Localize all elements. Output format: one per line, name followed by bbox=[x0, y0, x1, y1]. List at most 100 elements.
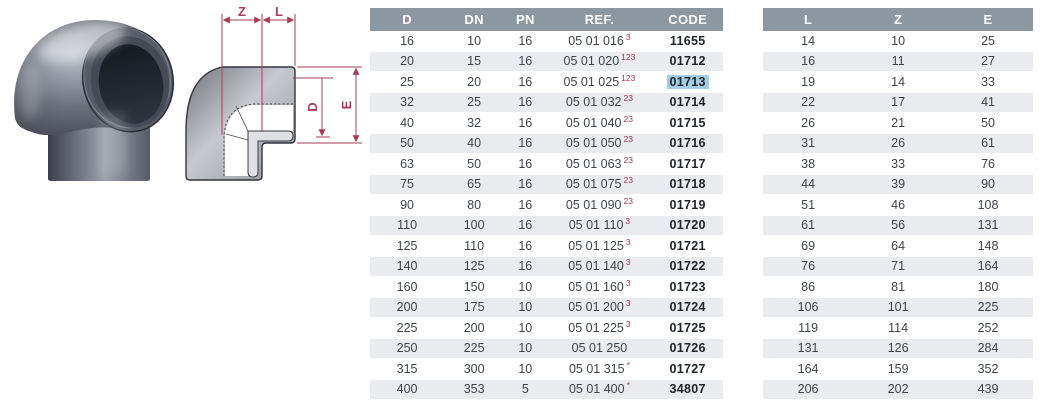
code-cell: 01720 bbox=[652, 215, 723, 236]
z-cell: 159 bbox=[853, 359, 944, 380]
dn-cell: 20 bbox=[444, 72, 505, 93]
dimension-row: 51 46 108 bbox=[763, 195, 1033, 216]
z-cell: 14 bbox=[853, 72, 944, 93]
ref-cell: 05 01 016 3 bbox=[546, 31, 653, 52]
code-value: 01724 bbox=[669, 300, 706, 315]
d-cell: 50 bbox=[370, 133, 445, 154]
dimension-row: 106 101 225 bbox=[763, 297, 1033, 318]
l-cell: 119 bbox=[763, 318, 854, 339]
dn-cell: 65 bbox=[444, 174, 505, 195]
dn-cell: 175 bbox=[444, 297, 505, 318]
l-cell: 69 bbox=[763, 236, 854, 257]
l-cell: 164 bbox=[763, 359, 854, 380]
code-value: 11655 bbox=[669, 33, 706, 48]
spec-row: 125 110 16 05 01 125 3 01721 bbox=[370, 236, 723, 257]
ref-cell: 05 01 063 23 bbox=[546, 154, 653, 175]
footnote-marker: 3 bbox=[625, 277, 631, 288]
code-cell: 01726 bbox=[652, 338, 723, 359]
e-cell: 164 bbox=[943, 256, 1033, 277]
ref-cell: 05 01 090 23 bbox=[546, 195, 653, 216]
code-value: 34807 bbox=[669, 382, 706, 397]
l-cell: 61 bbox=[763, 215, 854, 236]
e-cell: 33 bbox=[943, 72, 1033, 93]
selected-code[interactable]: 01713 bbox=[666, 74, 709, 89]
footnote-marker: * bbox=[626, 359, 630, 370]
l-cell: 31 bbox=[763, 133, 854, 154]
dimension-row: 22 17 41 bbox=[763, 92, 1033, 113]
code-cell: 01725 bbox=[652, 318, 723, 339]
code-cell: 01724 bbox=[652, 297, 723, 318]
footnote-marker: 23 bbox=[623, 154, 633, 165]
code-value: 01726 bbox=[669, 341, 706, 356]
d-cell: 16 bbox=[370, 31, 445, 52]
e-cell: 50 bbox=[943, 113, 1033, 134]
code-value: 01716 bbox=[669, 136, 706, 151]
dimensions-table: L Z E 14 10 25 16 11 27 19 14 33 22 17 41 26 21 50 31 26… bbox=[763, 8, 1033, 400]
pn-cell: 10 bbox=[504, 277, 547, 298]
pn-cell: 16 bbox=[504, 256, 547, 277]
inner-bore-dashed-line bbox=[223, 103, 293, 177]
spec-row: 315 300 10 05 01 315 * 01727 bbox=[370, 359, 723, 380]
e-cell: 76 bbox=[943, 154, 1033, 175]
footnote-marker: 3 bbox=[625, 236, 631, 247]
code-value: 01722 bbox=[669, 259, 706, 274]
z-cell: 81 bbox=[853, 277, 944, 298]
z-cell: 71 bbox=[853, 256, 944, 277]
dimension-diagram: Z L D E bbox=[185, 4, 362, 181]
socket-bore bbox=[98, 44, 164, 124]
d-cell: 90 bbox=[370, 195, 445, 216]
l-cell: 22 bbox=[763, 92, 854, 113]
l-cell: 38 bbox=[763, 154, 854, 175]
ref-cell: 05 01 025 123 bbox=[546, 72, 653, 93]
dimension-row: 16 11 27 bbox=[763, 51, 1033, 72]
code-cell: 01723 bbox=[652, 277, 723, 298]
dimension-row: 69 64 148 bbox=[763, 236, 1033, 257]
dn-cell: 200 bbox=[444, 318, 505, 339]
l-cell: 26 bbox=[763, 113, 854, 134]
z-cell: 101 bbox=[853, 297, 944, 318]
spec-row: 25 20 16 05 01 025 123 01713 bbox=[370, 72, 723, 93]
dim-label-d: D bbox=[305, 102, 320, 111]
spec-row: 250 225 10 05 01 250 01726 bbox=[370, 338, 723, 359]
pn-cell: 16 bbox=[504, 154, 547, 175]
z-cell: 39 bbox=[853, 174, 944, 195]
code-cell: 01712 bbox=[652, 51, 723, 72]
d-cell: 160 bbox=[370, 277, 445, 298]
ref-cell: 05 01 050 23 bbox=[546, 133, 653, 154]
dn-cell: 10 bbox=[444, 31, 505, 52]
l-cell: 51 bbox=[763, 195, 854, 216]
d-cell: 40 bbox=[370, 113, 445, 134]
code-cell: 01717 bbox=[652, 154, 723, 175]
d-cell: 315 bbox=[370, 359, 445, 380]
pn-cell: 16 bbox=[504, 215, 547, 236]
d-cell: 225 bbox=[370, 318, 445, 339]
code-value: 01717 bbox=[669, 156, 706, 171]
dimension-row: 164 159 352 bbox=[763, 359, 1033, 380]
spec-row: 140 125 16 05 01 140 3 01722 bbox=[370, 256, 723, 277]
dn-cell: 32 bbox=[444, 113, 505, 134]
code-value: 01719 bbox=[669, 197, 706, 212]
ref-cell: 05 01 160 3 bbox=[546, 277, 653, 298]
pn-cell: 16 bbox=[504, 51, 547, 72]
l-cell: 86 bbox=[763, 277, 854, 298]
dn-cell: 150 bbox=[444, 277, 505, 298]
ref-cell: 05 01 400 * bbox=[546, 379, 653, 400]
col-header-ref: REF. bbox=[546, 8, 653, 31]
dimension-row: 31 26 61 bbox=[763, 133, 1033, 154]
dn-cell: 100 bbox=[444, 215, 505, 236]
footnote-marker: 3 bbox=[625, 216, 631, 227]
z-cell: 202 bbox=[853, 379, 944, 400]
code-value: 01718 bbox=[669, 177, 706, 192]
dimension-labels: Z L D E bbox=[238, 4, 354, 112]
ref-cell: 05 01 040 23 bbox=[546, 113, 653, 134]
d-cell: 63 bbox=[370, 154, 445, 175]
col-header-pn: PN bbox=[504, 8, 547, 31]
ref-cell: 05 01 140 3 bbox=[546, 256, 653, 277]
pn-cell: 16 bbox=[504, 92, 547, 113]
code-cell: 01721 bbox=[652, 236, 723, 257]
dn-cell: 110 bbox=[444, 236, 505, 257]
z-cell: 17 bbox=[853, 92, 944, 113]
code-value: 01727 bbox=[669, 361, 706, 376]
d-cell: 110 bbox=[370, 215, 445, 236]
spec-row: 50 40 16 05 01 050 23 01716 bbox=[370, 133, 723, 154]
